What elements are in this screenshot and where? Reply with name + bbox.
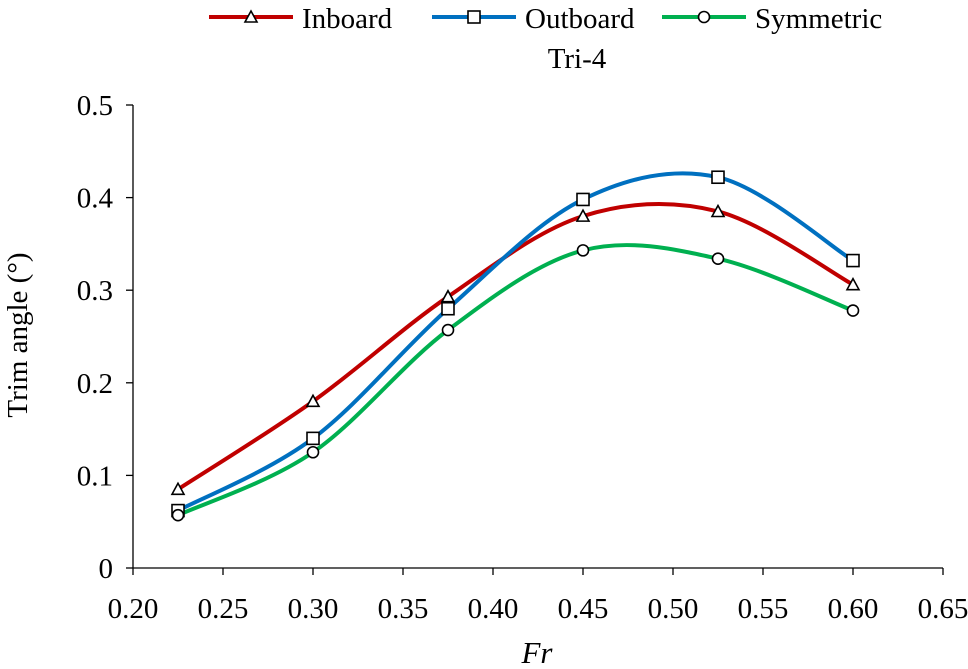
data-point-symmetric (846, 304, 860, 317)
series-lines (176, 171, 855, 518)
legend-label-outboard: Outboard (525, 3, 635, 35)
x-tick-label: 0.65 (918, 593, 968, 625)
x-ticks: 0.20 0.25 0.30 0.35 0.40 0.45 0.50 0.55 0.60 0.65 (108, 568, 968, 625)
y-tick-label: 0.5 (77, 90, 113, 122)
x-tick-label: 0.55 (738, 593, 789, 625)
data-point-symmetric (576, 244, 590, 257)
x-tick-label: 0.60 (828, 593, 879, 625)
y-tick-label: 0 (99, 553, 114, 585)
legend-marker-symmetric (697, 10, 711, 24)
series-line-symmetric (177, 243, 854, 518)
axes (132, 105, 943, 569)
x-tick-label: 0.45 (558, 593, 609, 625)
x-tick-label: 0.25 (198, 593, 249, 625)
data-point-symmetric (306, 445, 320, 459)
data-point-symmetric (441, 323, 455, 337)
y-axis-label: Trim angle (°) (2, 252, 34, 417)
data-point-inboard (440, 289, 456, 303)
x-axis-label: Fr (521, 635, 554, 669)
series-line-outboard (177, 171, 855, 513)
data-point-inboard (575, 208, 591, 222)
data-point-outboard (846, 253, 860, 268)
y-tick-label: 0.1 (77, 460, 113, 492)
y-tick-label: 0.4 (77, 183, 114, 215)
data-point-inboard (710, 203, 726, 218)
y-ticks: 0 0.1 0.2 0.3 0.4 0.5 (77, 90, 133, 585)
legend-marker-inboard (243, 9, 259, 23)
data-point-symmetric (711, 252, 725, 266)
x-tick-label: 0.30 (288, 593, 339, 625)
legend-label-symmetric: Symmetric (755, 3, 882, 35)
data-point-outboard (576, 192, 590, 207)
x-tick-label: 0.20 (108, 593, 159, 625)
legend-marker-outboard (467, 10, 481, 24)
data-point-inboard (170, 481, 186, 496)
data-point-outboard (711, 170, 725, 185)
data-point-outboard (306, 431, 320, 446)
y-tick-label: 0.2 (77, 368, 113, 400)
x-tick-label: 0.50 (648, 593, 699, 625)
legend: Inboard Outboard Symmetric (209, 3, 882, 35)
x-tick-label: 0.40 (468, 593, 519, 625)
data-point-symmetric (171, 508, 185, 522)
data-point-inboard (845, 276, 861, 291)
data-point-inboard (305, 393, 321, 408)
y-tick-label: 0.3 (77, 275, 113, 307)
chart-title: Tri-4 (548, 43, 607, 75)
legend-label-inboard: Inboard (302, 3, 393, 35)
series-markers (170, 170, 861, 522)
data-point-outboard (441, 301, 455, 316)
x-tick-label: 0.35 (378, 593, 429, 625)
